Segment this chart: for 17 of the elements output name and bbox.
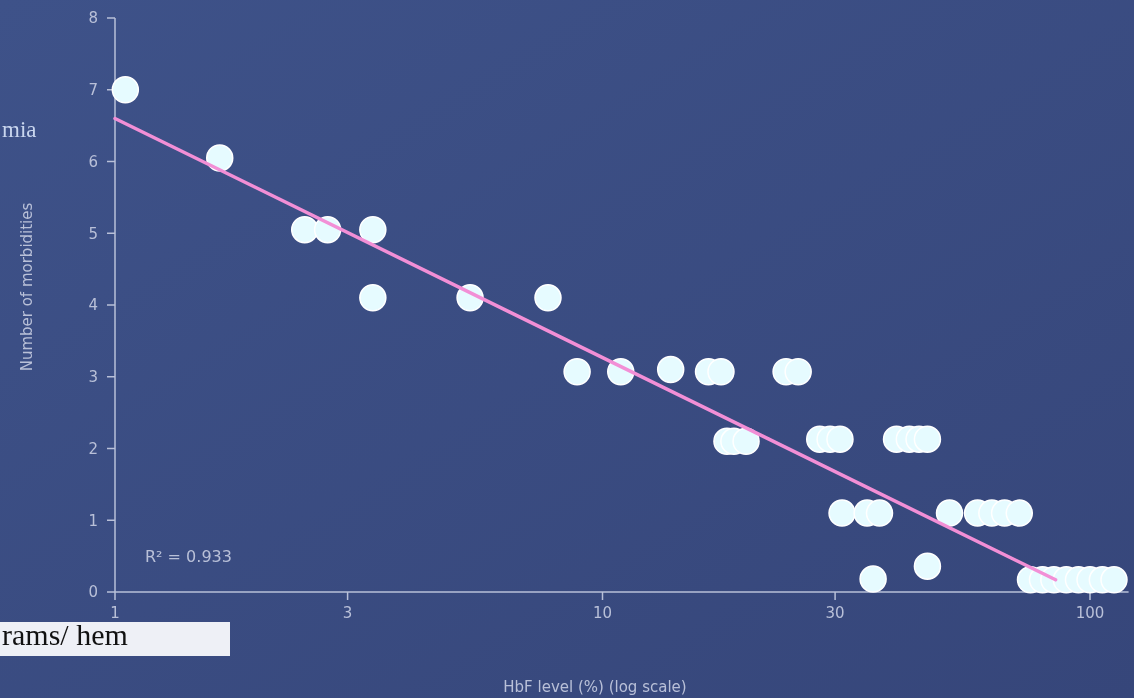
- annotation: R² = 0.933: [145, 547, 232, 566]
- x-tick-label: 3: [342, 604, 353, 622]
- y-tick-label: 6: [88, 152, 98, 171]
- y-tick-label: 2: [88, 439, 98, 458]
- text: mia: [2, 117, 37, 142]
- y-tick-label: 3: [88, 368, 98, 386]
- y-tick-label: 5: [88, 224, 98, 243]
- y-tick-label: 7: [88, 81, 98, 99]
- x-tick-label: 30: [825, 604, 845, 622]
- y-tick-label: 4: [88, 296, 98, 315]
- y-axis-title: Number of morbidities: [18, 202, 36, 372]
- x-tick-label: 100: [1075, 604, 1105, 622]
- x-tick-label: 10: [592, 604, 613, 622]
- x-axis-title: HbF level (%) (log scale): [503, 678, 687, 696]
- y-tick-label: 8: [88, 9, 98, 28]
- y-tick-label: 0: [88, 583, 98, 602]
- y-tick-label: 1: [88, 511, 98, 530]
